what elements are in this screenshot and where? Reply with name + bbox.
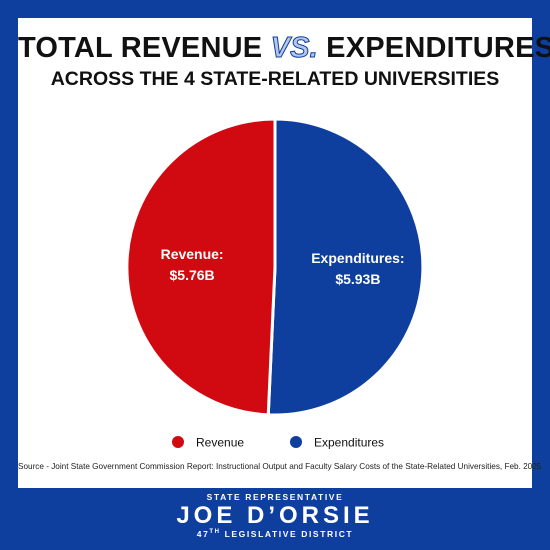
slice-label-revenue: Revenue: $5.76B: [161, 246, 224, 283]
source-note: Source - Joint State Government Commissi…: [18, 462, 542, 471]
district-ordinal: TH: [209, 529, 221, 536]
footer-title-line: STATE REPRESENTATIVE: [206, 492, 344, 502]
pie-slice-revenue: [125, 117, 277, 417]
slice-label-expenditures: Expenditures: $5.93B: [311, 250, 404, 287]
footer-district: 47TH LEGISLATIVE DISTRICT: [0, 529, 550, 539]
legend-label-revenue: Revenue: [196, 436, 244, 450]
pie-slice-expenditures: [266, 117, 425, 417]
legend-label-expenditures: Expenditures: [314, 436, 384, 450]
footer-name: JOE D’ORSIE: [176, 502, 374, 529]
footer-branding: STATE REPRESENTATIVE JOE D’ORSIE 47TH LE…: [0, 492, 550, 539]
title-part-expenditures: EXPENDITURES: [317, 32, 550, 64]
legend-marker-revenue: [172, 436, 184, 448]
title-part-revenue: TOTAL REVENUE: [18, 32, 271, 64]
district-number: 47: [196, 529, 210, 539]
legend-marker-expenditures: [290, 436, 302, 448]
chart-title: TOTAL REVENUE VS. EXPENDITURES: [18, 32, 550, 65]
pie-chart: Expenditures: $5.93B Revenue: $5.76B Revenue…: [125, 117, 425, 450]
district-text: LEGISLATIVE DISTRICT: [220, 529, 354, 539]
chart-subtitle: ACROSS THE 4 STATE-RELATED UNIVERSITIES: [50, 68, 500, 90]
infographic-panel: TOTAL REVENUE VS. EXPENDITURES ACROSS TH…: [18, 18, 550, 488]
title-vs: VS.: [270, 32, 318, 65]
